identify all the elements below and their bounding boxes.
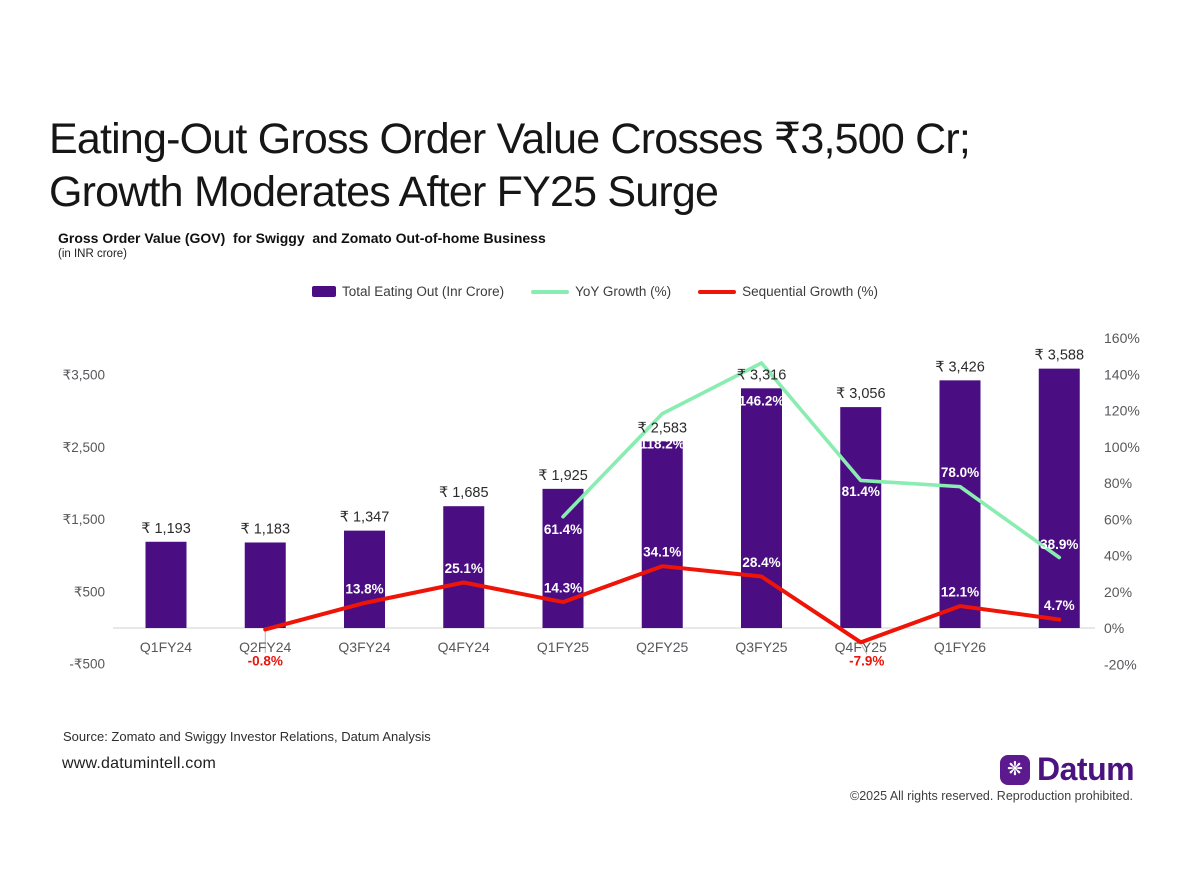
bar-value-label: ₹ 1,925 [538,468,588,484]
yoy-point-label: 61.4% [544,522,582,537]
right-axis-tick: 20% [1104,584,1132,600]
legend-item-sequential-growth: Sequential Growth (%) [698,284,878,299]
sequential-point-label: 13.8% [345,581,383,596]
right-axis-tick: 120% [1104,403,1140,419]
right-axis-tick: 60% [1104,511,1132,527]
page-title: Eating-Out Gross Order Value Crosses ₹3,… [49,113,971,219]
right-axis-tick: 80% [1104,475,1132,491]
sequential-point-label: 14.3% [544,581,582,596]
legend-label: Sequential Growth (%) [742,284,878,299]
page-title-line1: Eating-Out Gross Order Value Crosses ₹3,… [49,114,971,163]
bar-q3fy24 [344,530,385,628]
bar-q2fy25 [641,441,683,628]
legend-item-yoy-growth: YoY Growth (%) [531,284,671,299]
bar-value-label: ₹ 3,426 [935,359,985,375]
x-axis-label: Q1FY24 [140,639,192,655]
sequential-point-label-negative: -0.8% [248,654,283,669]
bar-value-label: ₹ 1,193 [141,521,191,537]
bar-q2fy24 [244,542,286,628]
x-axis-label: Q2FY24 [239,639,291,655]
chart-unit-note: (in INR crore) [58,248,128,260]
bar-value-label: ₹ 3,316 [737,367,787,383]
left-axis-tick: -₹500 [69,657,105,672]
right-axis-tick: 0% [1104,620,1124,636]
sequential-point-label: 28.4% [742,555,780,570]
yoy-point-label: 78.0% [941,465,979,480]
bar-value-label: ₹ 1,685 [439,485,489,501]
leader-line [861,644,868,655]
x-axis-label: Q3FY25 [735,639,787,655]
page-title-line2: Growth Moderates After FY25 Surge [49,167,719,216]
bar-q3fy25 [741,388,782,628]
right-axis-tick: -20% [1104,656,1137,672]
left-axis-tick: ₹2,500 [63,440,105,455]
bar-value-label: ₹ 3,056 [836,386,886,402]
yoy-growth-line [561,361,1062,560]
bar-swatch-icon [312,286,337,297]
x-axis-label: Q1FY26 [934,639,986,655]
legend-label: YoY Growth (%) [575,284,672,299]
brand-wordmark: Datum [1037,751,1135,787]
chart-legend: Total Eating Out (Inr Crore) YoY Growth … [105,284,1085,299]
source-note: Source: Zomato and Swiggy Investor Relat… [63,729,431,744]
x-axis-label: Q4FY24 [438,639,490,655]
yoy-point-label: 38.9% [1040,537,1078,552]
x-axis-label: Q3FY24 [338,639,390,655]
bar-last [1038,368,1080,628]
sequential-growth-line [263,564,1062,645]
left-axis-tick: ₹1,500 [63,512,105,527]
right-axis-tick: 100% [1104,439,1140,455]
bar-q1fy25 [542,488,584,628]
right-axis-tick: 140% [1104,366,1140,382]
yoy-point-label: 81.4% [842,484,880,499]
brand-logo: ❋ Datum [1000,751,1135,788]
chart-title: Gross Order Value (GOV) for Swiggy and Z… [58,230,546,246]
line-swatch-icon [531,289,570,294]
left-axis-tick: ₹3,500 [63,368,105,383]
sequential-point-label: 25.1% [445,561,483,576]
legend-item-total-eating-out: Total Eating Out (Inr Crore) [312,284,504,299]
x-axis-label: Q1FY25 [537,639,589,655]
yoy-point-label: 118.2% [640,436,685,451]
bar-value-label: ₹ 2,583 [637,420,687,436]
left-axis-tick: ₹500 [74,584,105,599]
bar-q4fy25 [840,407,882,628]
bar-q1fy26 [939,380,981,628]
legend-label: Total Eating Out (Inr Crore) [342,284,505,299]
line-swatch-icon [698,289,737,294]
x-axis-label: Q4FY25 [835,639,887,655]
website-url: www.datumintell.com [62,755,217,772]
x-axis-label: Q2FY25 [636,639,688,655]
sequential-point-label: 12.1% [941,585,979,600]
yoy-point-label: 146.2% [739,394,785,409]
bar-value-label: ₹ 1,347 [340,510,390,526]
right-axis-tick: 160% [1104,330,1140,346]
sequential-point-label: 4.7% [1044,598,1075,613]
copyright-note: ©2025 All rights reserved. Reproduction … [850,789,1133,803]
datum-flower-icon: ❋ [1000,754,1030,785]
bar-q1fy24 [145,541,187,628]
sequential-point-label-negative: -7.9% [849,654,884,669]
right-axis-tick: 40% [1104,548,1132,564]
bar-value-label: ₹ 1,183 [240,521,290,537]
sequential-point-label: 34.1% [643,545,681,560]
bar-value-label: ₹ 3,588 [1034,348,1084,364]
bar-q4fy24 [443,506,485,628]
